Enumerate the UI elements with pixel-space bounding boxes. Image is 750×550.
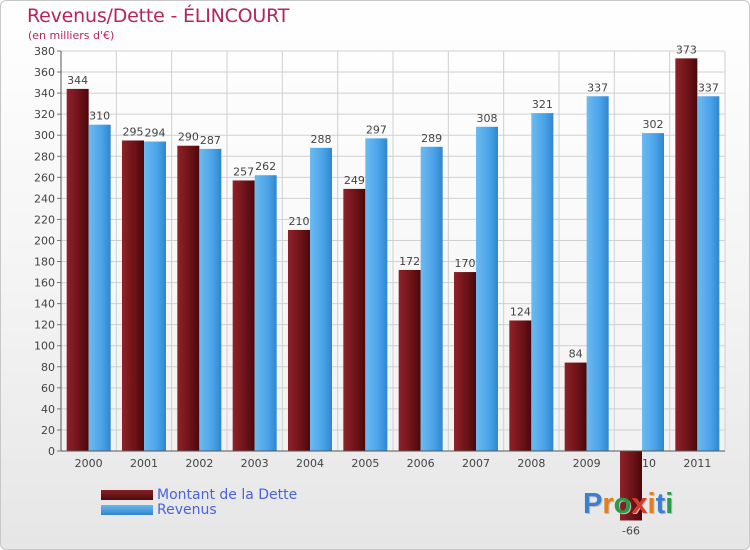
legend-swatch-debt	[101, 490, 153, 500]
data-label-revenue: 262	[255, 160, 276, 173]
y-tick-label: 320	[34, 108, 55, 121]
data-label-debt: 172	[399, 255, 420, 268]
y-tick-label: 220	[34, 213, 55, 226]
data-label-debt: 373	[676, 43, 697, 56]
bar-debt	[509, 320, 532, 451]
bar-debt	[675, 58, 698, 452]
logo-letter: t	[655, 488, 666, 520]
bar-revenue	[697, 96, 720, 452]
logo-letter: x	[631, 488, 648, 520]
data-label-debt: 257	[233, 165, 254, 178]
bar-revenue	[254, 175, 277, 452]
bar-debt	[343, 188, 366, 452]
x-tick-label: 2001	[130, 457, 158, 470]
data-label-revenue: 321	[532, 98, 553, 111]
data-label-revenue: 310	[89, 110, 110, 123]
x-tick-label: 2008	[517, 457, 545, 470]
bar-revenue	[420, 146, 443, 451]
y-tick-label: 180	[34, 256, 55, 269]
data-label-debt: 295	[123, 125, 144, 138]
y-tick-label: 200	[34, 234, 55, 247]
data-label-debt: 210	[289, 215, 310, 228]
bar-debt	[122, 140, 144, 451]
y-tick-label: 80	[41, 361, 55, 374]
logo-letter: i	[665, 488, 674, 520]
logo-letter: o	[613, 488, 632, 520]
x-tick-label: 2005	[351, 457, 379, 470]
data-label-revenue: 337	[587, 81, 608, 94]
y-tick-label: 340	[34, 87, 55, 100]
data-label-revenue: 287	[200, 134, 221, 147]
y-tick-label: 20	[41, 424, 55, 437]
bar-revenue	[310, 147, 332, 451]
y-tick-label: 40	[41, 403, 55, 416]
y-tick-label: 260	[34, 171, 55, 184]
bar-debt	[454, 272, 476, 451]
y-tick-label: 120	[34, 319, 55, 332]
bar-debt	[288, 229, 310, 451]
y-tick-label: 380	[34, 45, 55, 58]
data-label-revenue: 289	[421, 132, 442, 145]
logo-letter: i	[647, 488, 656, 520]
legend-label-debt: Montant de la Dette	[157, 487, 298, 503]
bar-revenue	[88, 124, 111, 452]
data-label-debt: -66	[622, 524, 640, 537]
data-label-revenue: 297	[366, 123, 387, 136]
chart-title: Revenus/Dette - ÉLINCOURT	[27, 5, 290, 27]
bar-debt	[620, 451, 642, 521]
legend-label-revenue: Revenus	[157, 502, 217, 518]
x-tick-label: 2006	[407, 457, 435, 470]
x-tick-label: 2004	[296, 457, 324, 470]
bar-revenue	[365, 138, 388, 452]
bar-revenue	[199, 148, 222, 452]
bar-revenue	[531, 113, 554, 452]
data-label-revenue: 308	[477, 112, 498, 125]
legend-swatch-revenue	[101, 505, 153, 515]
y-tick-label: 160	[34, 277, 55, 290]
data-label-debt: 84	[569, 348, 583, 361]
y-tick-label: 280	[34, 150, 55, 163]
x-tick-label: 2007	[462, 457, 490, 470]
x-tick-label: 2009	[573, 457, 601, 470]
y-tick-label: 360	[34, 66, 55, 79]
data-label-debt: 344	[67, 74, 88, 87]
data-label-debt: 124	[510, 305, 531, 318]
y-tick-label: 0	[48, 445, 55, 458]
y-tick-label: 300	[34, 129, 55, 142]
x-tick-label: 2011	[683, 457, 711, 470]
bar-debt	[398, 269, 421, 451]
bar-debt	[177, 145, 200, 451]
data-label-revenue: 288	[311, 133, 332, 146]
bar-revenue	[642, 133, 664, 451]
bar-debt	[564, 362, 587, 451]
data-label-debt: 249	[344, 174, 365, 187]
bar-revenue	[476, 126, 498, 451]
logo-letter: P	[583, 488, 603, 520]
y-tick-label: 100	[34, 340, 55, 353]
y-tick-label: 60	[41, 382, 55, 395]
proxiti-logo: Proxiti	[583, 488, 673, 521]
data-label-revenue: 294	[145, 127, 166, 140]
x-tick-label: 2000	[75, 457, 103, 470]
bar-revenue	[144, 141, 166, 452]
bar-debt	[232, 180, 255, 451]
logo-letter: r	[602, 488, 614, 520]
bar-debt	[66, 88, 89, 451]
y-tick-label: 140	[34, 298, 55, 311]
bar-revenue	[586, 96, 609, 452]
x-tick-label: 2002	[185, 457, 213, 470]
data-label-debt: 170	[455, 257, 476, 270]
data-label-debt: 290	[178, 131, 199, 144]
y-tick-label: 240	[34, 192, 55, 205]
data-label-revenue: 302	[643, 118, 664, 131]
data-label-revenue: 337	[698, 81, 719, 94]
x-tick-label: 2003	[241, 457, 269, 470]
chart-subtitle: (en milliers d'€)	[28, 29, 115, 42]
